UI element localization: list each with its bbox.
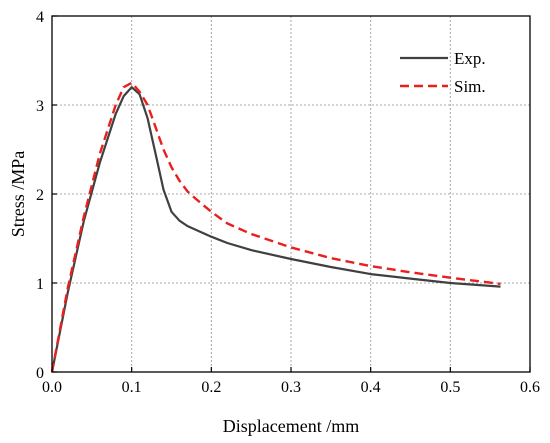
legend-label: Sim. (454, 77, 486, 96)
y-tick-label: 1 (36, 276, 44, 293)
x-tick-label: 0.1 (122, 379, 142, 396)
y-tick-label: 3 (36, 98, 44, 115)
x-tick-label: 0.3 (281, 379, 301, 396)
x-tick-label: 0.4 (361, 379, 381, 396)
y-axis-title: Stress /MPa (8, 151, 28, 238)
x-tick-label: 0.2 (201, 379, 221, 396)
legend: Exp. Sim. (400, 49, 486, 96)
x-axis-title: Displacement /mm (223, 416, 359, 436)
legend-label: Exp. (454, 49, 486, 68)
series-line-exp (50, 86, 501, 373)
y-tick-label: 4 (36, 9, 44, 26)
y-tick-label: 2 (36, 187, 44, 204)
series-layer (50, 81, 501, 373)
y-tick-label: 0 (36, 365, 44, 382)
axis-ticks: 0.0 0.1 0.2 0.3 0.4 0.5 0.6 0 1 2 3 4 (36, 9, 540, 396)
x-tick-label: 0.5 (440, 379, 460, 396)
x-tick-label: 0.0 (42, 379, 62, 396)
grid-lines (52, 16, 530, 372)
x-tick-label: 0.6 (520, 379, 540, 396)
series-line-sim (50, 81, 501, 373)
